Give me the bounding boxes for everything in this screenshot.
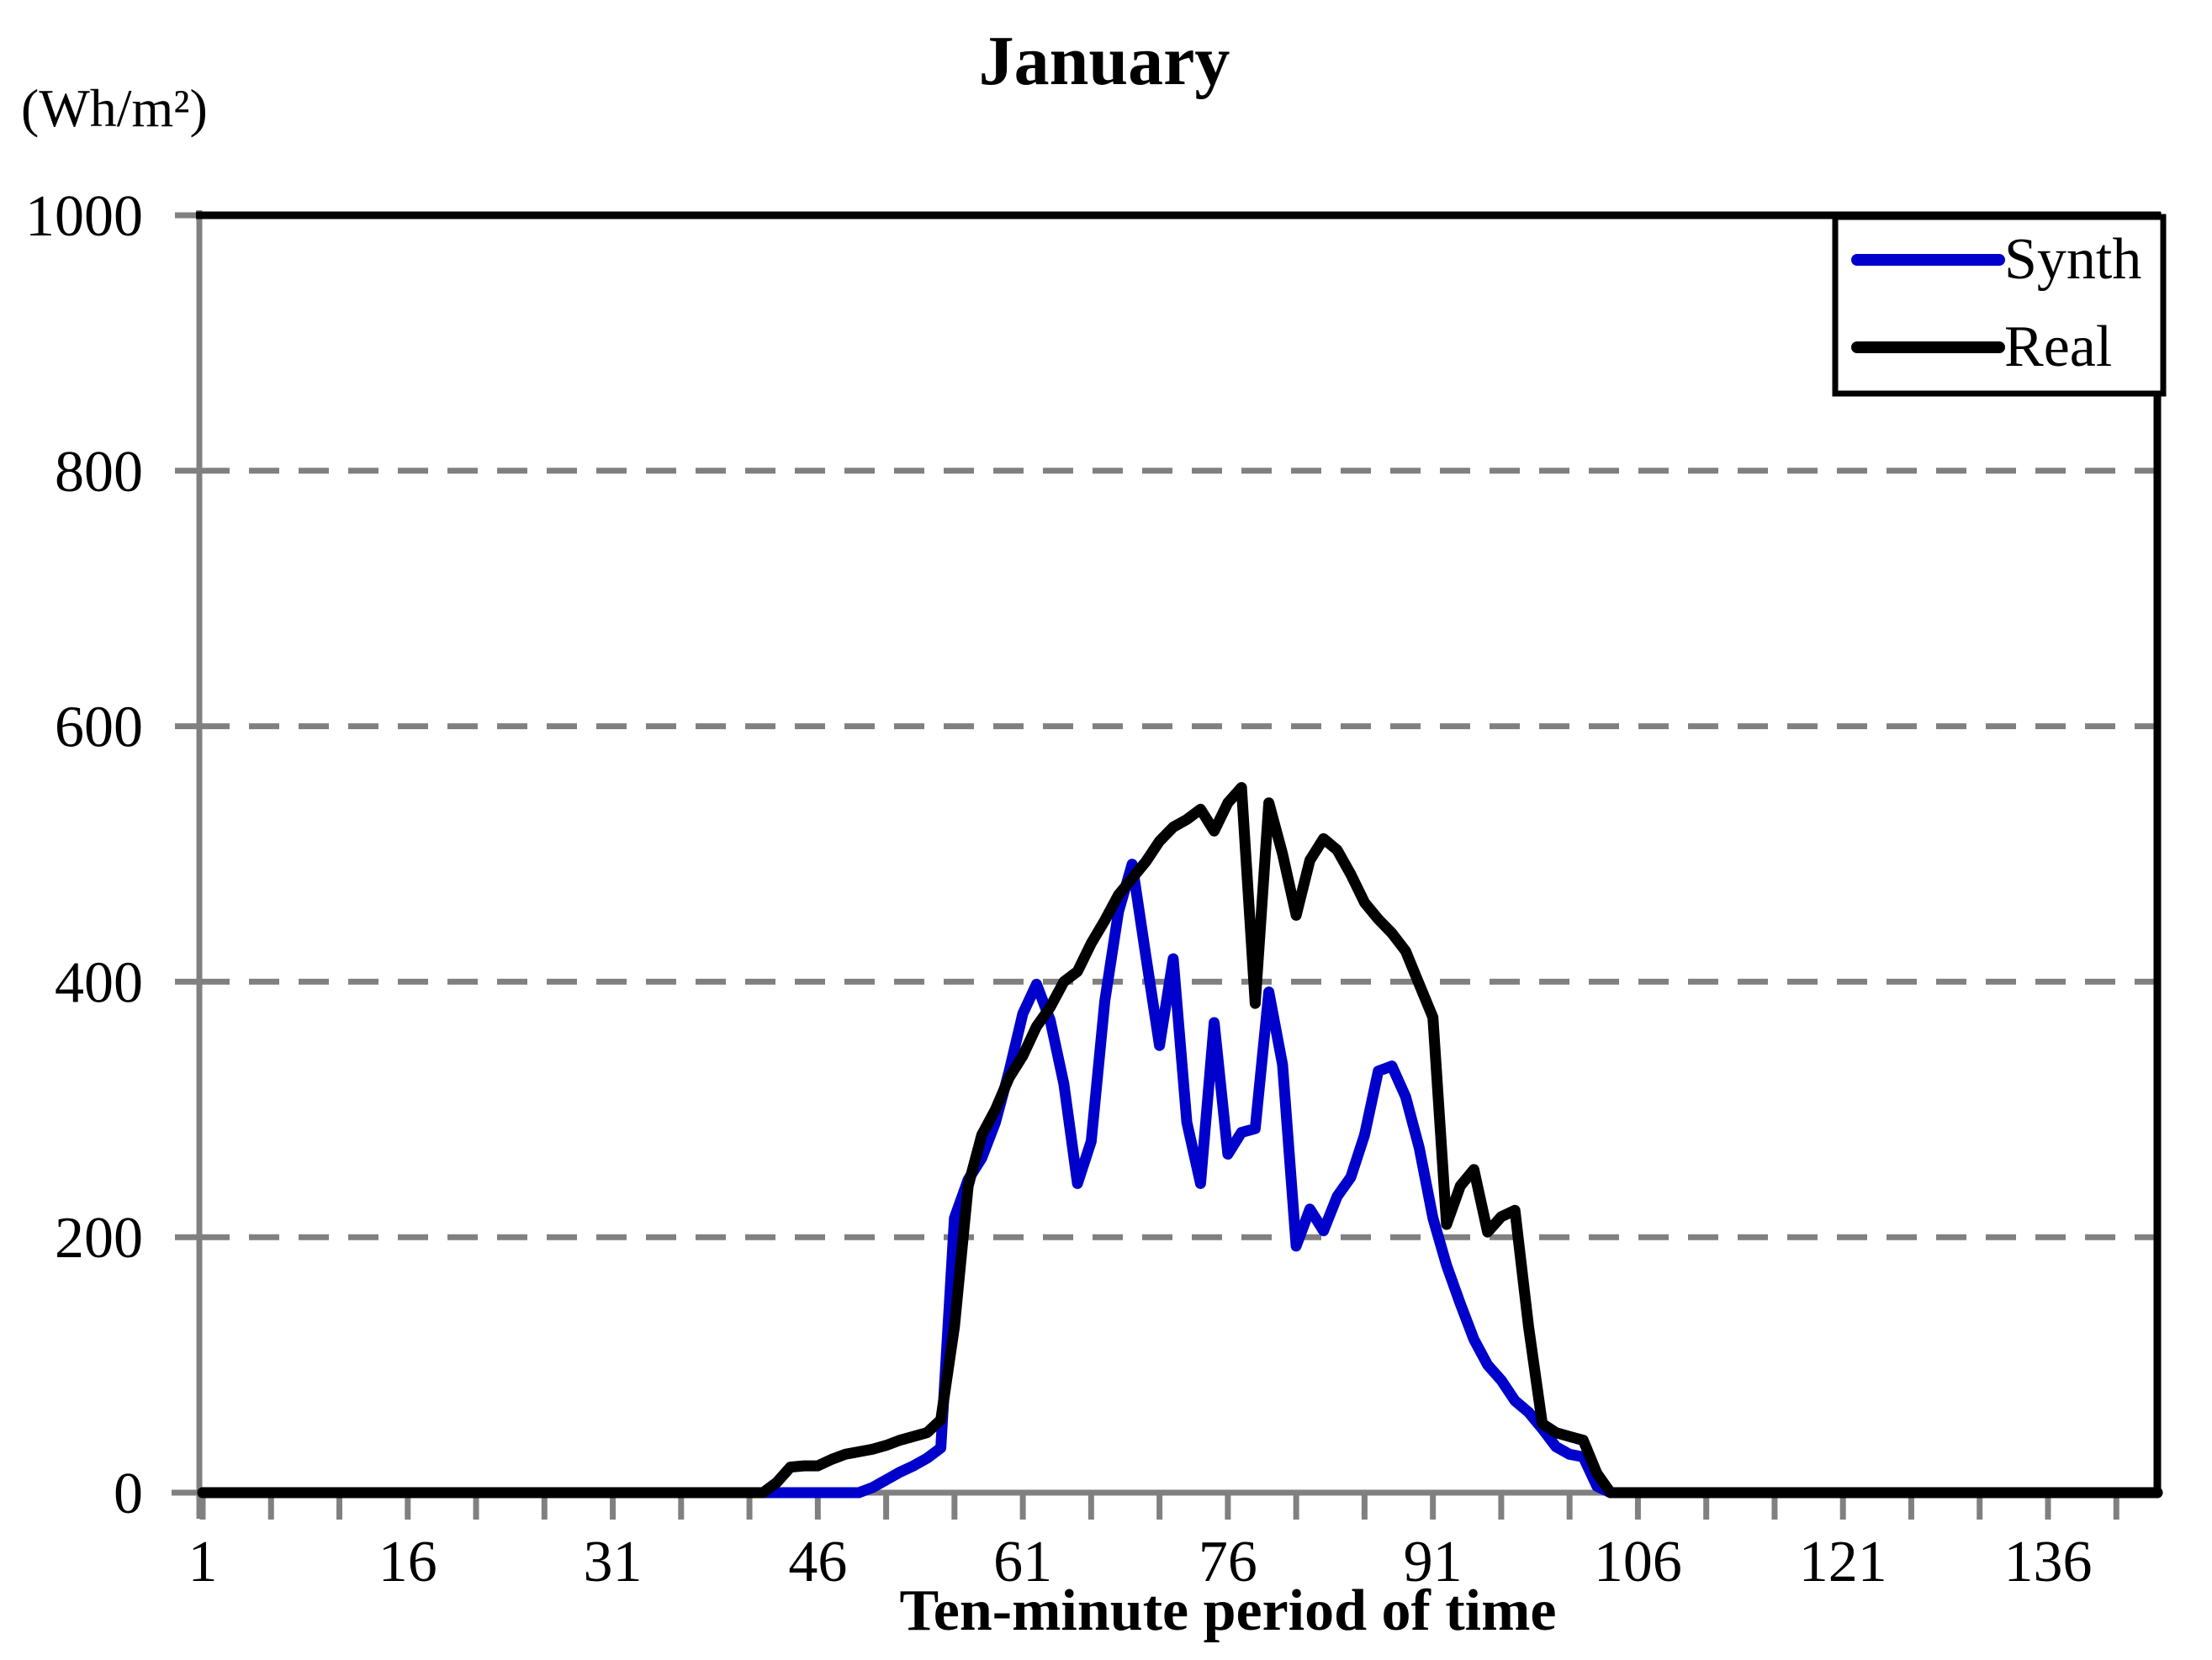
- x-tick-label: 61: [993, 1530, 1052, 1594]
- y-tick-label: 200: [55, 1206, 143, 1271]
- x-tick-label: 106: [1594, 1530, 1682, 1594]
- chart-title: January: [979, 22, 1230, 100]
- gridline-layer: [199, 468, 2157, 1240]
- legend-label-synth: Synth: [2004, 227, 2141, 292]
- x-tick-label: 76: [1199, 1530, 1257, 1594]
- y-tick-label: 0: [114, 1462, 143, 1526]
- y-tick-label: 1000: [25, 184, 143, 249]
- x-tick-label: 136: [2003, 1530, 2092, 1594]
- x-tick-label: 1: [188, 1530, 218, 1594]
- y-tick-label: 400: [55, 950, 143, 1015]
- tick-label-layer: 0 200 400 600 800 1000 1 16 31 46 61 76 91 106 121 136: [25, 184, 2092, 1594]
- x-tick-label: 31: [584, 1530, 643, 1594]
- legend-box: [1832, 214, 2167, 397]
- y-tick-label: 600: [55, 695, 143, 760]
- y-tick-label: 800: [55, 440, 143, 505]
- x-tick-label: 121: [1799, 1530, 1887, 1594]
- x-axis-title: Ten-minute period of time: [900, 1578, 1557, 1643]
- x-tick-label: 46: [788, 1530, 847, 1594]
- x-tick-label: 91: [1404, 1530, 1463, 1594]
- legend-label-real: Real: [2004, 315, 2112, 379]
- legend: Synth Real: [1832, 214, 2167, 397]
- series-layer: [197, 782, 2163, 1499]
- x-tick-label: 16: [378, 1530, 437, 1594]
- series-line-real: [197, 782, 2163, 1499]
- y-axis-unit-label: (Wh/m²): [21, 78, 208, 138]
